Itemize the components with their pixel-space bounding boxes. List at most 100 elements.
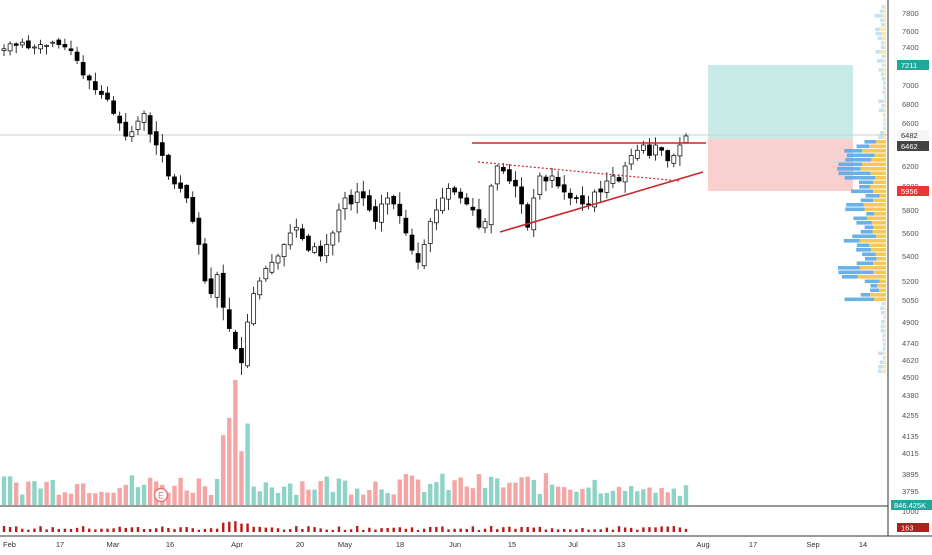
candle-body[interactable] bbox=[549, 175, 555, 181]
candle-body[interactable] bbox=[208, 278, 214, 295]
candle-body[interactable] bbox=[537, 175, 543, 196]
earnings-event-marker[interactable]: E bbox=[153, 487, 169, 503]
candle-body[interactable] bbox=[513, 179, 518, 187]
target-zone[interactable] bbox=[708, 65, 853, 139]
candle-body[interactable] bbox=[239, 348, 244, 364]
candle-body[interactable] bbox=[415, 253, 421, 263]
candle-body[interactable] bbox=[275, 255, 281, 264]
candle-body[interactable] bbox=[336, 209, 342, 233]
candle-body[interactable] bbox=[1, 48, 7, 51]
candle-body[interactable] bbox=[653, 144, 658, 156]
candle-body[interactable] bbox=[525, 204, 531, 228]
candle-body[interactable] bbox=[567, 192, 573, 199]
candle-body[interactable] bbox=[647, 144, 652, 156]
candle-body[interactable] bbox=[172, 176, 177, 185]
candle-body[interactable] bbox=[105, 92, 110, 100]
candle-body[interactable] bbox=[111, 100, 116, 114]
candle-body[interactable] bbox=[348, 194, 354, 205]
candle-body[interactable] bbox=[300, 228, 305, 240]
candle-body[interactable] bbox=[324, 244, 330, 257]
candle-body[interactable] bbox=[184, 184, 190, 199]
candle-body[interactable] bbox=[385, 197, 390, 205]
candle-body[interactable] bbox=[135, 120, 141, 130]
candle-body[interactable] bbox=[32, 46, 37, 49]
candle-body[interactable] bbox=[421, 244, 427, 267]
candle-body[interactable] bbox=[202, 243, 208, 282]
candle-body[interactable] bbox=[622, 165, 628, 183]
candle-body[interactable] bbox=[141, 113, 147, 123]
candle-body[interactable] bbox=[500, 166, 506, 172]
candle-body[interactable] bbox=[80, 62, 86, 76]
candle-body[interactable] bbox=[92, 81, 98, 91]
candle-body[interactable] bbox=[50, 41, 56, 44]
candle-body[interactable] bbox=[245, 321, 250, 367]
candle-body[interactable] bbox=[281, 244, 287, 257]
candle-body[interactable] bbox=[604, 180, 610, 193]
candle-body[interactable] bbox=[397, 203, 403, 217]
candle-body[interactable] bbox=[293, 226, 299, 231]
candle-body[interactable] bbox=[62, 44, 68, 48]
candle-body[interactable] bbox=[592, 191, 598, 208]
candle-body[interactable] bbox=[561, 184, 567, 193]
candle-body[interactable] bbox=[86, 75, 92, 81]
candle-body[interactable] bbox=[427, 221, 433, 244]
upper-dotted-trendline[interactable] bbox=[477, 161, 681, 182]
candle-body[interactable] bbox=[117, 115, 123, 124]
candle-body[interactable] bbox=[531, 197, 537, 231]
candle-body[interactable] bbox=[671, 155, 677, 164]
candle-body[interactable] bbox=[13, 43, 19, 46]
support-trendline[interactable] bbox=[499, 171, 704, 233]
candle-body[interactable] bbox=[476, 209, 482, 228]
candle-body[interactable] bbox=[677, 144, 683, 157]
candle-body[interactable] bbox=[360, 191, 366, 199]
candle-body[interactable] bbox=[342, 197, 348, 210]
candle-body[interactable] bbox=[379, 203, 384, 223]
candle-body[interactable] bbox=[251, 293, 257, 325]
candle-body[interactable] bbox=[488, 185, 494, 226]
candle-body[interactable] bbox=[287, 232, 293, 246]
candle-body[interactable] bbox=[616, 177, 622, 182]
candle-body[interactable] bbox=[580, 195, 585, 205]
candle-body[interactable] bbox=[446, 188, 451, 200]
candle-body[interactable] bbox=[683, 135, 689, 143]
candle-body[interactable] bbox=[44, 45, 49, 47]
candle-body[interactable] bbox=[233, 331, 238, 350]
candle-body[interactable] bbox=[574, 197, 579, 199]
candle-body[interactable] bbox=[586, 203, 591, 206]
candle-body[interactable] bbox=[99, 90, 104, 95]
candle-body[interactable] bbox=[507, 169, 512, 182]
candle-body[interactable] bbox=[641, 144, 646, 151]
candle-body[interactable] bbox=[318, 245, 323, 257]
candle-body[interactable] bbox=[494, 165, 500, 185]
candle-body[interactable] bbox=[269, 261, 275, 273]
candle-body[interactable] bbox=[190, 197, 196, 222]
candle-body[interactable] bbox=[123, 121, 129, 137]
candle-body[interactable] bbox=[367, 195, 372, 211]
candle-body[interactable] bbox=[330, 232, 336, 246]
candle-body[interactable] bbox=[519, 186, 524, 205]
candle-body[interactable] bbox=[403, 217, 409, 234]
candle-body[interactable] bbox=[354, 191, 360, 203]
candle-body[interactable] bbox=[610, 175, 616, 184]
candle-body[interactable] bbox=[153, 131, 159, 146]
time-axis[interactable]: Feb 17 Mar 16 Apr 20 May 18 Jun 15 Jul 13 Aug 17 Sep 14 bbox=[3, 540, 867, 549]
stop-zone[interactable] bbox=[708, 139, 853, 191]
candle-body[interactable] bbox=[458, 191, 464, 199]
candle-body[interactable] bbox=[598, 188, 604, 193]
candle-body[interactable] bbox=[391, 196, 397, 205]
candle-body[interactable] bbox=[196, 217, 202, 245]
candle-body[interactable] bbox=[440, 197, 445, 212]
candle-body[interactable] bbox=[257, 280, 263, 296]
candle-body[interactable] bbox=[409, 234, 415, 251]
candle-body[interactable] bbox=[178, 182, 183, 189]
candle-body[interactable] bbox=[26, 40, 31, 49]
candle-body[interactable] bbox=[7, 43, 13, 52]
candle-body[interactable] bbox=[56, 39, 62, 45]
candle-body[interactable] bbox=[220, 272, 226, 308]
candle-body[interactable] bbox=[634, 149, 640, 159]
candle-body[interactable] bbox=[68, 48, 74, 51]
candle-body[interactable] bbox=[166, 154, 171, 177]
candle-body[interactable] bbox=[306, 235, 311, 251]
